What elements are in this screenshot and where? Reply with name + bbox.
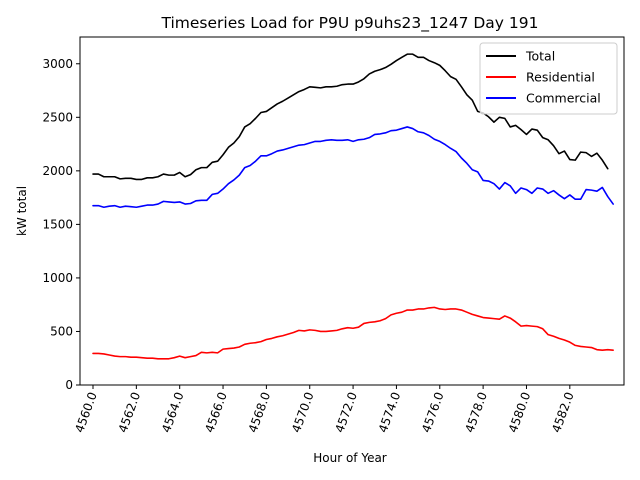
legend-label-residential: Residential [526,70,595,85]
legend-label-commercial: Commercial [526,91,601,106]
x-tick-label: 4568.0 [246,390,274,434]
legend: Total Residential Commercial [479,42,618,115]
x-axis-label: Hour of Year [313,451,387,465]
x-tick-label: 4580.0 [506,390,534,434]
legend-label-total: Total [525,49,555,64]
y-tick-label: 3000 [42,57,73,71]
series-line-commercial [92,126,614,209]
x-axis: 4560.0 4562.0 4564.0 4566.0 4568.0 4570.0 4572… [72,385,577,434]
chart-title: Timeseries Load for P9U p9uhs23_1247 Day… [161,14,539,33]
y-axis-label: kW total [15,186,29,236]
x-tick-label: 4570.0 [289,390,317,434]
series-line-total [92,53,609,181]
y-axis: 0 500 1000 1500 2000 2500 3000 [42,57,80,392]
x-tick-label: 4562.0 [116,390,144,434]
x-tick-label: 4572.0 [332,390,360,434]
x-tick-label: 4582.0 [549,390,577,434]
x-tick-label: 4564.0 [159,390,187,434]
plot-frame [79,36,625,386]
y-tick-label: 0 [65,378,73,392]
y-tick-label: 500 [50,324,73,338]
y-tick-label: 1500 [42,217,73,231]
x-tick-label: 4576.0 [419,390,447,434]
y-tick-label: 2500 [42,110,73,124]
y-tick-label: 2000 [42,164,73,178]
x-tick-label: 4560.0 [72,390,100,434]
legend-box [479,42,618,115]
x-tick-label: 4578.0 [462,390,490,434]
x-tick-label: 4574.0 [376,390,404,434]
series-layer [92,53,614,360]
series-line-residential [92,306,614,360]
y-tick-label: 1000 [42,271,73,285]
x-tick-label: 4566.0 [202,390,230,434]
